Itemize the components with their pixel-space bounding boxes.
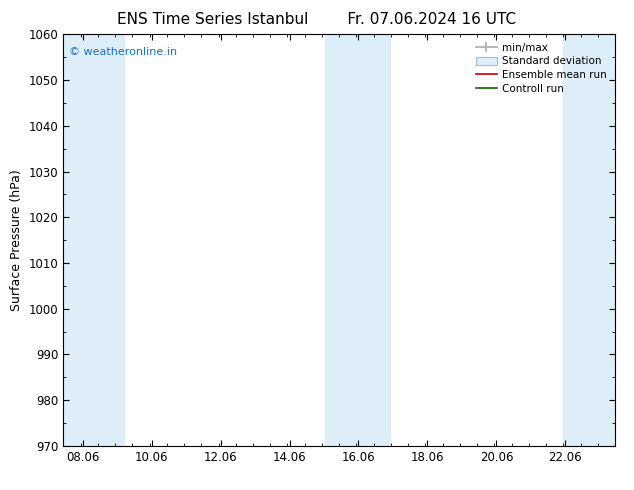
Text: ENS Time Series Istanbul        Fr. 07.06.2024 16 UTC: ENS Time Series Istanbul Fr. 07.06.2024 … xyxy=(117,12,517,27)
Legend: min/max, Standard deviation, Ensemble mean run, Controll run: min/max, Standard deviation, Ensemble me… xyxy=(473,40,610,97)
Bar xyxy=(325,34,391,446)
Y-axis label: Surface Pressure (hPa): Surface Pressure (hPa) xyxy=(10,169,23,311)
Bar xyxy=(63,34,126,446)
Text: © weatheronline.in: © weatheronline.in xyxy=(69,47,177,57)
Bar xyxy=(563,34,615,446)
